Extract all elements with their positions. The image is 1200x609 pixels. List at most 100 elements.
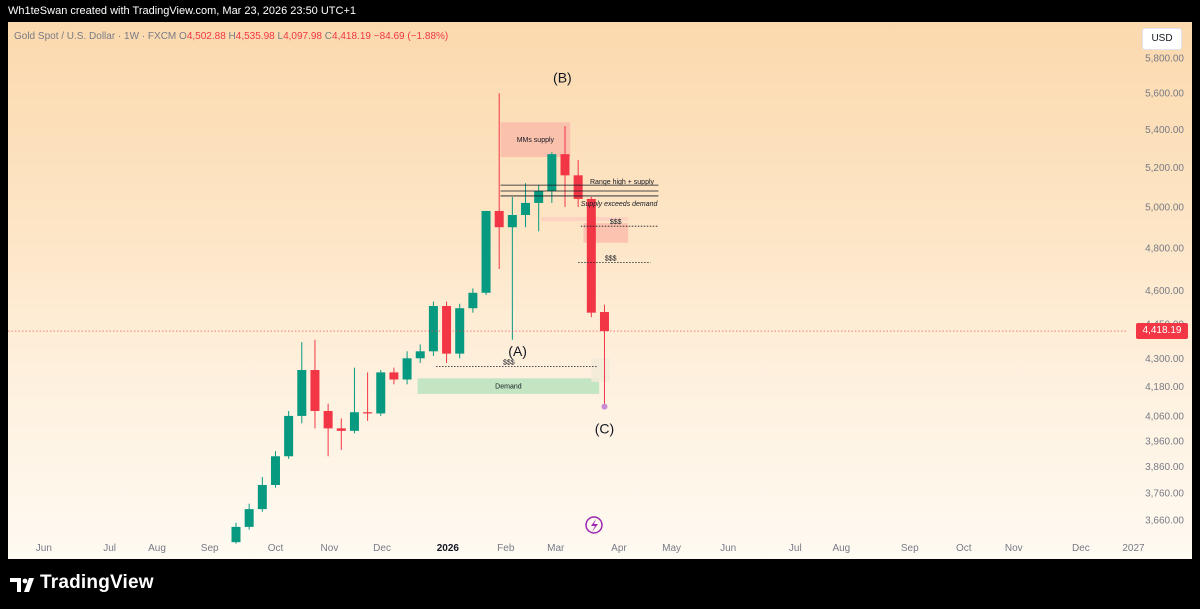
y-tick-label: 3,960.00 [1145,436,1184,447]
zone-label: MMs supply [517,137,555,144]
high-value: 4,535.98 [235,31,275,42]
candle-body [599,312,609,332]
candle-body [402,358,412,380]
x-tick-label: May [662,543,681,554]
annotation-layer: (B) (A) (C) [508,70,614,437]
close-label: C [324,31,333,42]
level-layer: Range high + supply Supply exceeds demand… [436,179,659,367]
zone-supply-light [541,217,629,222]
zone-supply [500,122,571,158]
y-tick-label: 3,660.00 [1145,516,1184,527]
candle-body [415,351,425,359]
y-tick-label: 5,800.00 [1145,54,1184,65]
candle-body [284,415,294,457]
candle-body [442,305,452,354]
candle-body [481,210,491,293]
price-axis: 5,800.00 5,600.00 5,400.00 5,200.00 5,000.00… [1145,54,1184,527]
symbol-legend: Gold Spot / U.S. Dollar · 1W · FXCM O4,5… [14,31,448,42]
y-tick-label: 4,300.00 [1145,354,1184,365]
x-tick-label: Feb [497,543,515,554]
low-label: L [277,31,284,42]
zone-label: Demand [495,384,522,391]
wave-label: (C) [595,420,614,436]
zone-demand [417,378,600,394]
candle-body [586,198,596,313]
x-tick-label: Mar [547,543,565,554]
level-label: $$$ [605,256,617,263]
y-tick-label: 4,180.00 [1145,382,1184,393]
chart-frame: MMs supply Demand Range high + supply Supp… [0,22,1200,562]
y-tick-label: 3,760.00 [1145,488,1184,499]
x-tick-label: Nov [321,543,339,554]
candle-body [428,305,438,352]
change-value: −84.69 (−1.88%) [373,31,449,42]
candle-body [270,456,280,485]
candle-body [376,372,386,414]
footer-bar: TradingView [0,562,1200,609]
y-tick-label: 5,600.00 [1145,89,1184,100]
x-tick-label: 2026 [437,543,460,554]
x-tick-label: Jun [36,543,52,554]
x-tick-label: Sep [901,543,919,554]
candle-body [521,202,531,215]
x-tick-label: Aug [148,543,166,554]
y-tick-label: 4,600.00 [1145,286,1184,297]
close-value: 4,418.19 [332,31,371,42]
candle-body [297,370,307,416]
candle-body [310,370,320,411]
low-value: 4,097.98 [283,31,322,42]
y-tick-label: 5,400.00 [1145,125,1184,136]
x-tick-label: Jun [720,543,736,554]
level-label: $$$ [503,359,515,366]
candle-body [336,428,346,431]
x-tick-label: Dec [373,543,391,554]
candle-body [244,509,254,527]
candle-body [507,214,517,228]
wave-label: (B) [553,70,572,86]
y-tick-label: 4,800.00 [1145,243,1184,254]
x-tick-label: Dec [1072,543,1090,554]
y-tick-label: 5,000.00 [1145,202,1184,213]
price-chart[interactable]: MMs supply Demand Range high + supply Supp… [8,22,1192,559]
candle-body [468,292,478,309]
x-tick-label: Sep [201,543,219,554]
level-label: Range high + supply [590,179,655,186]
attribution-bar: Wh1teSwan created with TradingView.com, … [0,0,1200,22]
x-tick-label: Apr [611,543,627,554]
low-marker [601,403,608,410]
candle-body [349,412,359,431]
x-tick-label: Jul [789,543,802,554]
high-label: H [228,31,236,42]
candle-body [323,410,333,429]
candle-body [547,154,557,192]
wave-label: (A) [508,343,527,359]
candle-body [257,484,267,510]
candle-body [231,526,241,543]
x-tick-label: Jul [103,543,116,554]
candle-layer [231,93,609,544]
candle-body [389,372,399,380]
x-tick-label: Nov [1005,543,1023,554]
lightning-icon[interactable] [585,516,603,534]
open-label: O [179,31,187,42]
level-label: $$$ [610,219,622,226]
chart-panel[interactable]: MMs supply Demand Range high + supply Supp… [8,22,1192,559]
x-tick-label: Oct [956,543,972,554]
y-tick-label: 5,200.00 [1145,163,1184,174]
zone-neutral [591,358,610,382]
symbol-name: Gold Spot / U.S. Dollar · 1W · FXCM [14,31,177,42]
open-value: 4,502.88 [186,31,226,42]
time-axis: Jun Jul Aug Sep Oct Nov Dec 2026 Feb Mar Apr May Jun… [36,543,1145,554]
tradingview-logo-icon [10,578,34,592]
candle-body [494,210,504,228]
last-price-tag: 4,418.19 [1136,323,1188,340]
x-tick-label: Oct [268,543,284,554]
y-tick-label: 4,060.00 [1145,411,1184,422]
level-label: Supply exceeds demand [581,201,659,208]
candle-body [534,191,544,203]
x-tick-label: 2027 [1122,543,1145,554]
y-tick-label: 3,860.00 [1145,462,1184,473]
x-tick-label: Aug [832,543,850,554]
currency-button[interactable]: USD [1142,28,1182,50]
candle-body [560,154,570,176]
